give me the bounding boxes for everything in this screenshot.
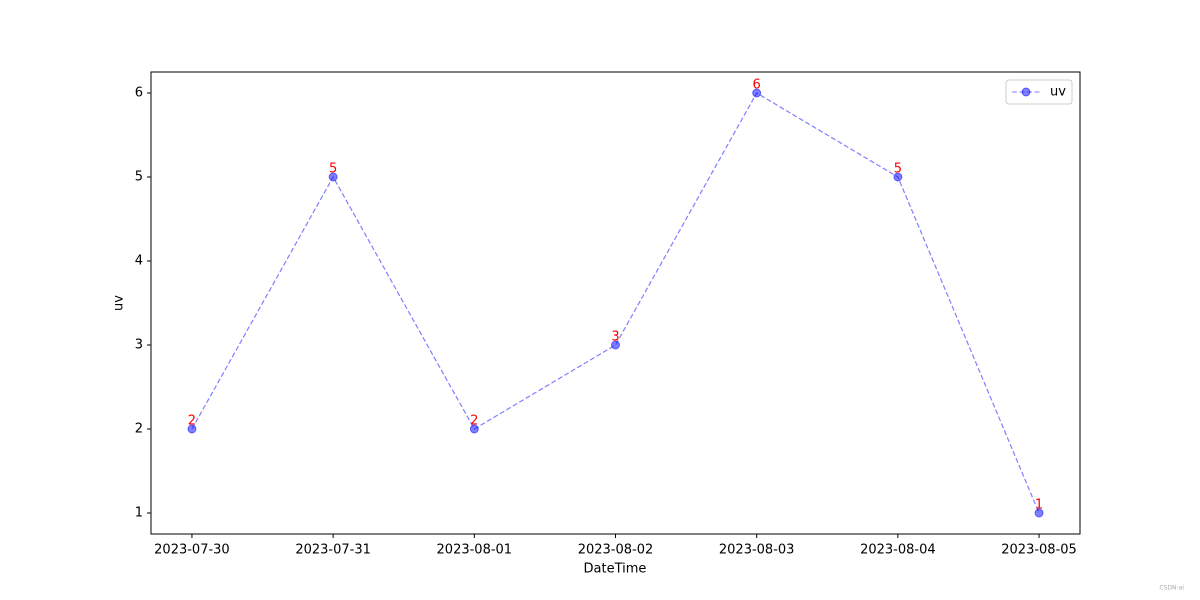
y-tick-label: 6 — [135, 86, 143, 101]
data-label: 2 — [188, 414, 196, 429]
x-tick-label: 2023-08-01 — [437, 543, 513, 558]
x-tick-label: 2023-07-30 — [154, 543, 230, 558]
y-tick-label: 4 — [135, 254, 143, 269]
data-label: 5 — [329, 162, 337, 177]
data-point — [469, 424, 479, 434]
legend-label: uv — [1050, 85, 1066, 100]
y-tick-label: 1 — [135, 506, 143, 521]
data-point — [752, 88, 762, 98]
data-point — [328, 172, 338, 182]
data-point — [893, 172, 903, 182]
data-label: 2 — [470, 414, 478, 429]
x-tick-label: 2023-08-03 — [719, 543, 795, 558]
legend-marker — [1021, 87, 1031, 97]
y-tick-label: 5 — [135, 170, 143, 185]
data-point — [187, 424, 197, 434]
x-tick-label: 2023-08-04 — [860, 543, 936, 558]
data-label: 3 — [611, 330, 619, 345]
y-tick-label: 2 — [135, 422, 143, 437]
data-label: 1 — [1035, 498, 1043, 513]
watermark: CSDN-ai — [1159, 585, 1184, 592]
x-tick-label: 2023-08-02 — [578, 543, 654, 558]
data-label: 6 — [753, 78, 761, 93]
y-axis-label: uv — [112, 295, 127, 311]
data-point — [1034, 508, 1044, 518]
x-axis-label: DateTime — [584, 562, 647, 577]
data-label: 5 — [894, 162, 902, 177]
x-tick-label: 2023-08-05 — [1001, 543, 1077, 558]
data-point — [611, 340, 620, 350]
x-tick-label: 2023-07-31 — [295, 543, 371, 558]
y-tick-label: 3 — [135, 338, 143, 353]
